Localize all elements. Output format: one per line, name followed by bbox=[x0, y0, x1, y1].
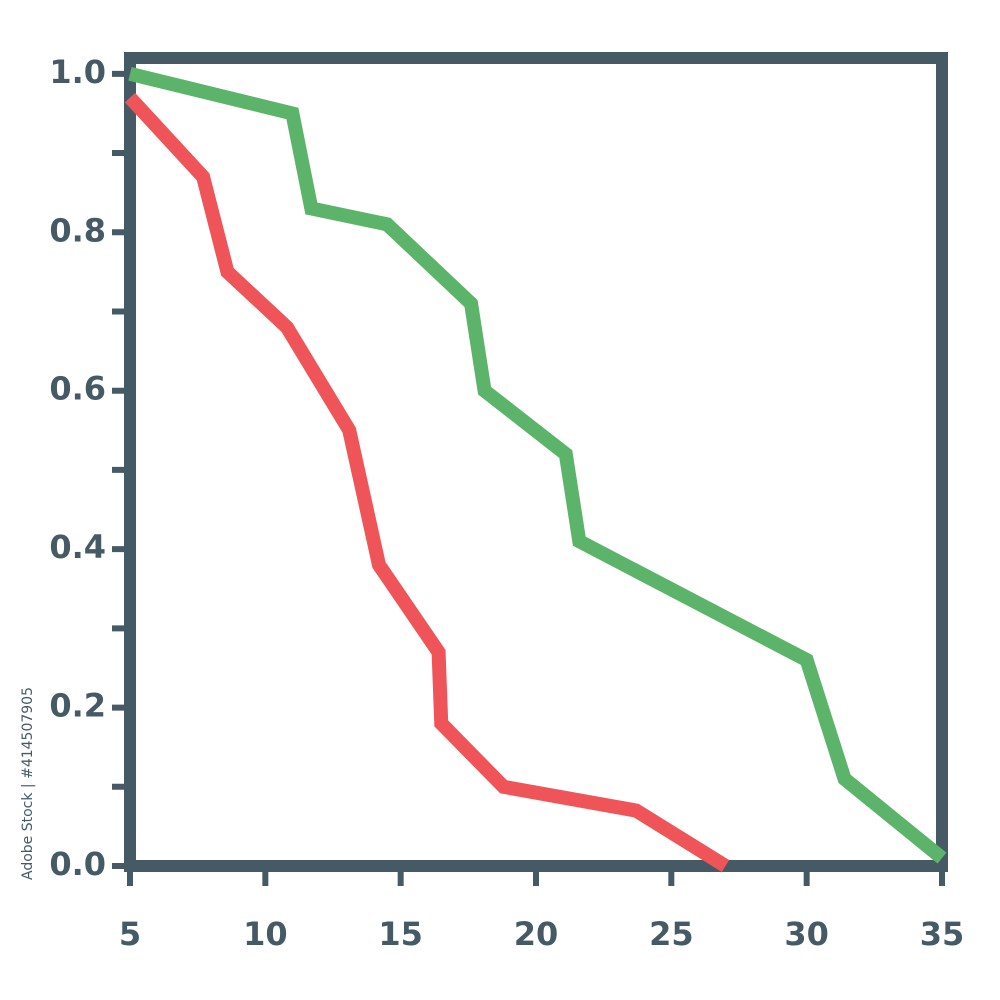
x-tick-label: 35 bbox=[920, 915, 965, 953]
y-tick-label: 0.6 bbox=[49, 370, 106, 408]
watermark: Adobe Stock | #414507905 bbox=[20, 687, 36, 880]
x-tick-label: 30 bbox=[784, 915, 829, 953]
y-tick-label: 0.2 bbox=[49, 687, 106, 725]
x-tick-label: 5 bbox=[119, 915, 141, 953]
x-tick-label: 20 bbox=[514, 915, 559, 953]
x-tick-label: 15 bbox=[378, 915, 423, 953]
y-tick-label: 0.0 bbox=[49, 845, 106, 883]
y-tick-label: 1.0 bbox=[49, 53, 106, 91]
x-tick-label: 10 bbox=[243, 915, 288, 953]
x-tick-label: 25 bbox=[649, 915, 694, 953]
y-tick-label: 0.4 bbox=[49, 528, 106, 566]
y-tick-label: 0.8 bbox=[49, 211, 106, 249]
line bbox=[128, 67, 947, 864]
line bbox=[124, 92, 730, 872]
plot-frame bbox=[124, 52, 948, 872]
